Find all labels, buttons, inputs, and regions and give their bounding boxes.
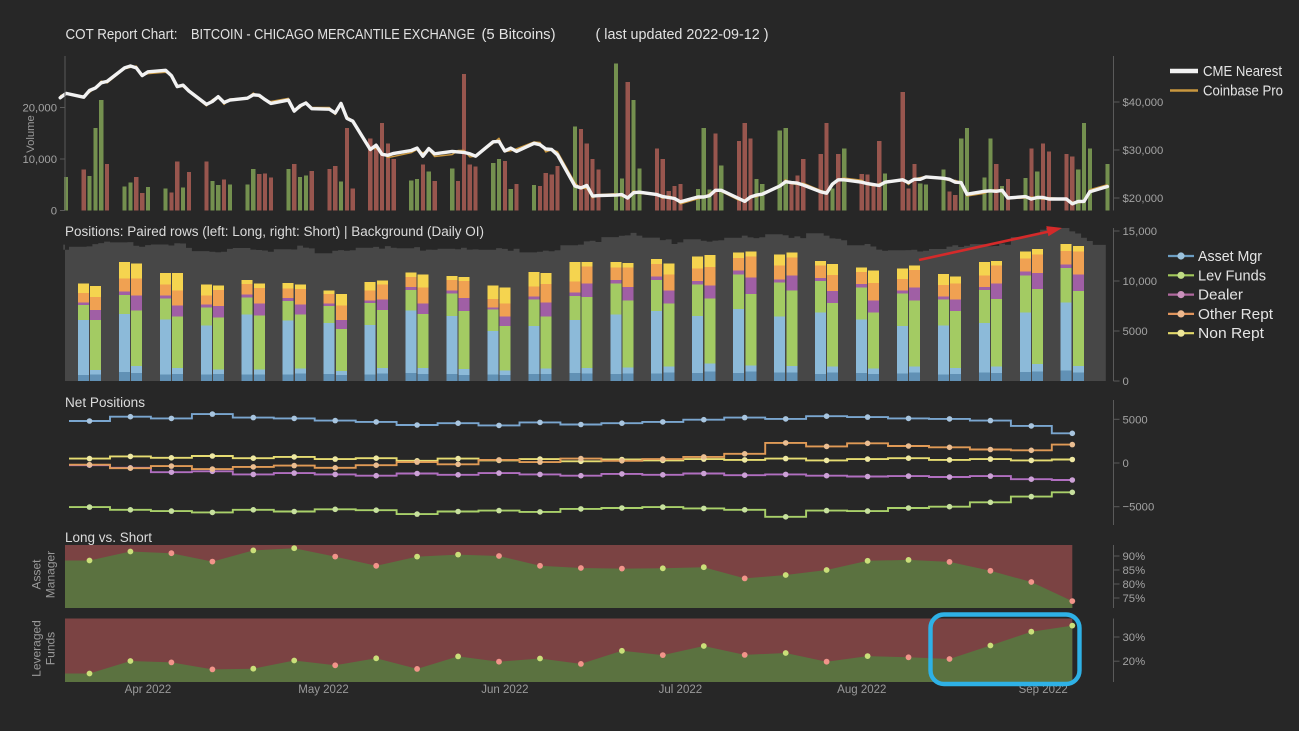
svg-text:$30,000: $30,000: [1123, 145, 1164, 157]
svg-text:5000: 5000: [1123, 326, 1148, 338]
svg-text:Non Rept: Non Rept: [1198, 326, 1264, 342]
svg-text:Jul 2022: Jul 2022: [659, 684, 702, 696]
svg-text:Long vs. Short: Long vs. Short: [65, 530, 152, 545]
svg-text:Apr 2022: Apr 2022: [125, 684, 172, 696]
svg-text:Lev Funds: Lev Funds: [1198, 268, 1266, 284]
svg-text:Coinbase Pro: Coinbase Pro: [1203, 84, 1283, 100]
svg-text:Asset Mgr: Asset Mgr: [1198, 249, 1262, 265]
svg-text:CME Nearest: CME Nearest: [1203, 64, 1282, 80]
svg-text:Leveraged: Leveraged: [30, 620, 44, 677]
svg-text:(5 Bitcoins): (5 Bitcoins): [482, 26, 556, 43]
svg-text:Dealer: Dealer: [1198, 288, 1243, 304]
svg-text:Positions: Paired rows (left:: Positions: Paired rows (left: Long, righ…: [65, 224, 484, 239]
svg-text:Jun 2022: Jun 2022: [481, 684, 528, 696]
svg-text:80%: 80%: [1123, 579, 1146, 591]
svg-text:Aug 2022: Aug 2022: [837, 684, 886, 696]
svg-text:20%: 20%: [1123, 656, 1146, 668]
svg-text:−5000: −5000: [1123, 502, 1155, 514]
svg-text:10,000: 10,000: [1123, 276, 1158, 288]
svg-text:Manager: Manager: [44, 551, 58, 598]
svg-text:( last updated 2022-09-12 ): ( last updated 2022-09-12 ): [596, 26, 769, 43]
svg-text:Net Positions: Net Positions: [65, 395, 145, 410]
svg-text:May 2022: May 2022: [298, 684, 349, 696]
svg-text:BITCOIN - CHICAGO MERCANTILE E: BITCOIN - CHICAGO MERCANTILE EXCHANGE: [191, 26, 475, 43]
svg-text:Other Rept: Other Rept: [1198, 307, 1273, 323]
svg-text:Asset: Asset: [30, 559, 44, 590]
svg-text:Volume: Volume: [25, 115, 37, 153]
svg-text:5000: 5000: [1123, 414, 1148, 426]
svg-text:Sep 2022: Sep 2022: [1019, 684, 1068, 696]
svg-text:Funds: Funds: [44, 632, 58, 665]
svg-text:30%: 30%: [1123, 632, 1146, 644]
svg-text:90%: 90%: [1123, 551, 1146, 563]
svg-text:85%: 85%: [1123, 565, 1146, 577]
svg-text:10,000: 10,000: [22, 154, 57, 166]
svg-text:20,000: 20,000: [22, 103, 57, 115]
svg-text:$40,000: $40,000: [1123, 97, 1164, 109]
svg-text:15,000: 15,000: [1123, 226, 1158, 238]
svg-text:0: 0: [51, 206, 57, 218]
svg-text:0: 0: [1123, 376, 1129, 388]
svg-text:$20,000: $20,000: [1123, 193, 1164, 205]
svg-text:75%: 75%: [1123, 593, 1146, 605]
svg-text:COT Report Chart:: COT Report Chart:: [66, 26, 178, 43]
svg-text:0: 0: [1123, 458, 1129, 470]
